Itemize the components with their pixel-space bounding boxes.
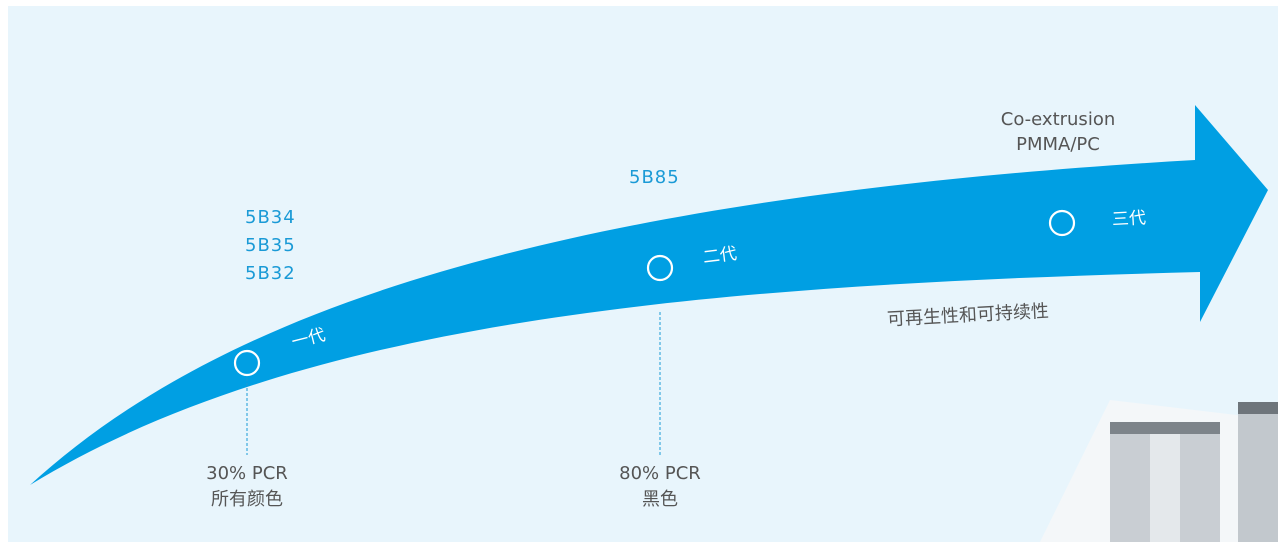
stage-marker — [233, 349, 261, 377]
stage-label: 三代 — [1111, 208, 1146, 230]
growth-arrow — [30, 105, 1268, 485]
grade-code: 5B35 — [245, 235, 296, 256]
grade-code: 5B34 — [245, 207, 296, 228]
film-rolls — [1040, 400, 1278, 542]
stage-note: 所有颜色 — [211, 489, 283, 510]
stage-marker — [646, 254, 674, 282]
stage-note: 黑色 — [642, 489, 678, 510]
stage-marker — [1048, 209, 1076, 237]
stage-label: 二代 — [702, 244, 738, 268]
grade-code: 5B32 — [245, 263, 296, 284]
arrow-head-label: PMMA/PC — [1016, 134, 1100, 155]
stage-note: 30% PCR — [206, 463, 288, 484]
arrow-head-label: Co-extrusion — [1001, 109, 1116, 130]
stage-note: 80% PCR — [619, 463, 701, 484]
grade-code: 5B85 — [629, 167, 680, 188]
